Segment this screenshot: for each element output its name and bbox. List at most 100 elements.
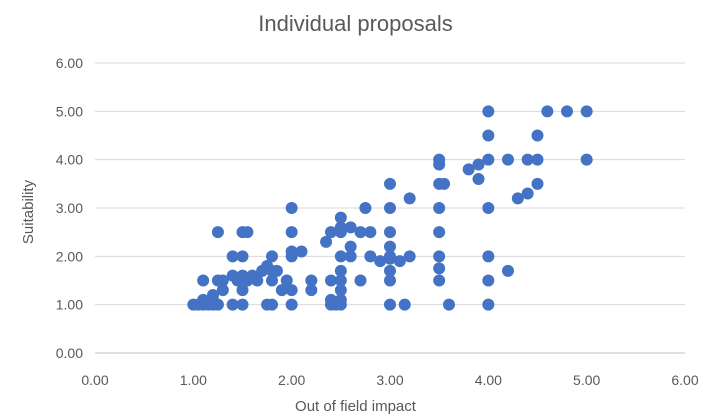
data-point (334, 284, 347, 297)
data-point (384, 298, 396, 311)
data-point (325, 293, 337, 306)
data-point (472, 173, 485, 185)
data-point (433, 226, 446, 239)
data-point (236, 284, 249, 297)
data-point (226, 250, 239, 263)
x-tick-label: 1.00 (180, 372, 207, 388)
data-point (482, 105, 495, 118)
data-point (541, 105, 554, 118)
data-point (384, 240, 396, 253)
data-point (561, 105, 573, 118)
data-point (374, 255, 387, 268)
data-point (344, 250, 357, 263)
data-point (384, 202, 396, 214)
chart-title: Individual proposals (258, 11, 452, 36)
data-point (211, 226, 224, 239)
data-point (354, 274, 367, 287)
data-point (325, 226, 337, 239)
data-point (433, 153, 446, 166)
y-tick-label: 1.00 (56, 297, 83, 313)
data-point (462, 163, 475, 176)
data-point (531, 129, 544, 142)
data-point (384, 250, 396, 263)
y-tick-label: 0.00 (56, 345, 83, 361)
data-point (216, 274, 229, 287)
data-point (482, 202, 495, 214)
data-point (197, 274, 210, 287)
x-tick-label: 3.00 (376, 372, 403, 388)
data-point (280, 274, 293, 287)
x-tick-label: 6.00 (671, 372, 698, 388)
data-point (359, 202, 372, 214)
data-point (334, 211, 347, 224)
x-tick-label: 5.00 (573, 372, 600, 388)
y-tick-label: 4.00 (56, 152, 83, 168)
data-point (433, 262, 446, 275)
data-point (334, 250, 347, 263)
data-point (285, 202, 298, 214)
data-point (531, 177, 544, 190)
data-point (325, 274, 337, 287)
data-point (521, 153, 534, 166)
data-point (266, 298, 278, 311)
y-tick-label: 5.00 (56, 103, 83, 119)
data-point (403, 192, 416, 205)
data-point (270, 264, 283, 277)
y-tick-label: 3.00 (56, 200, 83, 216)
data-point (403, 250, 416, 263)
data-point (226, 298, 239, 311)
data-point (433, 250, 446, 263)
data-point (354, 226, 367, 239)
data-point (334, 264, 347, 277)
y-axis-label: Suitability (20, 179, 37, 244)
y-tick-labels: 0.00 1.00 2.00 3.00 4.00 5.00 6.00 (56, 55, 83, 361)
data-point (384, 226, 396, 239)
data-point (438, 177, 451, 190)
data-point (236, 269, 249, 282)
data-point (364, 250, 377, 263)
data-point (502, 153, 514, 166)
data-point (285, 226, 298, 239)
data-point (521, 187, 534, 200)
data-point (433, 202, 446, 214)
data-point (384, 177, 396, 190)
x-tick-label: 2.00 (278, 372, 305, 388)
data-point (266, 250, 278, 263)
data-point (246, 269, 259, 282)
data-point (320, 235, 333, 248)
data-point (216, 284, 229, 297)
data-point (241, 226, 254, 239)
data-point (344, 240, 357, 253)
data-point (531, 153, 544, 166)
data-point (433, 274, 446, 287)
data-point (482, 274, 495, 287)
data-point (472, 158, 485, 171)
data-point (502, 264, 514, 277)
data-point (207, 289, 219, 301)
data-point (482, 153, 495, 166)
data-point (275, 284, 288, 297)
data-point (384, 274, 396, 287)
data-point (580, 105, 593, 118)
data-point (511, 192, 524, 205)
data-point (580, 153, 593, 166)
data-point (261, 260, 274, 272)
data-point (285, 245, 298, 258)
data-point (364, 226, 377, 239)
data-point (334, 274, 347, 287)
data-point (393, 255, 406, 268)
y-tick-label: 6.00 (56, 55, 83, 71)
y-tick-label: 2.00 (56, 248, 83, 264)
data-point (226, 269, 239, 282)
data-point (197, 293, 210, 306)
x-axis-label: Out of field impact (295, 398, 417, 415)
data-point (236, 250, 249, 263)
data-point (305, 284, 318, 297)
data-point (398, 298, 411, 311)
data-point (334, 221, 347, 234)
data-point (482, 298, 495, 311)
x-tick-label: 4.00 (475, 372, 502, 388)
data-point (295, 245, 308, 258)
